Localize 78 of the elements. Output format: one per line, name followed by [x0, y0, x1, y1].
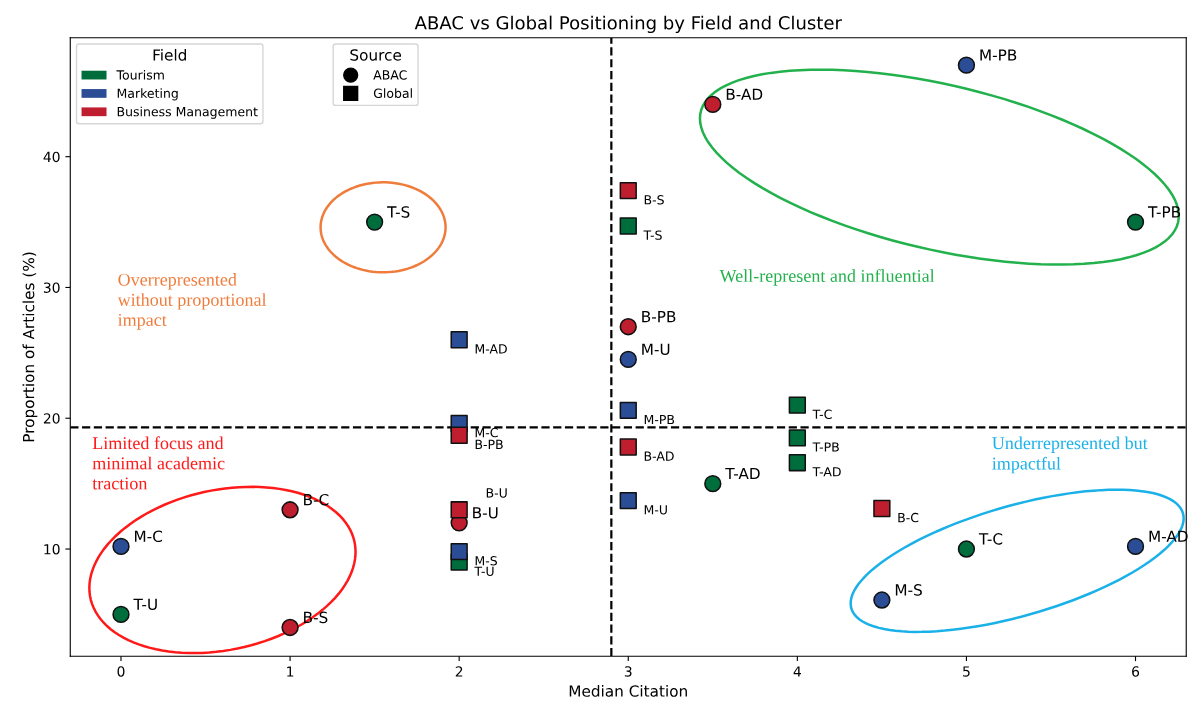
- point: [1126, 213, 1145, 231]
- point: [450, 542, 468, 561]
- point: [450, 331, 468, 349]
- annotation: Source: [350, 49, 402, 61]
- data-label: M-S: [895, 584, 922, 596]
- data-label: B-AD: [726, 88, 763, 100]
- x-tick-label: 2: [455, 666, 463, 677]
- point: [873, 499, 891, 518]
- data-label: B-U: [486, 488, 507, 498]
- x-axis-title: Median Citation: [569, 684, 687, 697]
- annotation: Overrepresented without proportional impact: [117, 273, 267, 330]
- point: [873, 591, 891, 609]
- annotation: ABAC: [373, 70, 407, 80]
- point: [619, 318, 637, 336]
- point: [450, 501, 468, 519]
- legend-label: Business Management: [117, 106, 258, 119]
- point: [788, 454, 807, 472]
- y-tick-label: 30: [43, 282, 60, 293]
- point: [619, 401, 637, 420]
- y-tick-label: 10: [44, 543, 60, 555]
- point: [788, 429, 807, 447]
- point: [365, 213, 384, 231]
- point: [619, 438, 637, 456]
- data-label: M-U: [642, 343, 670, 356]
- point: [112, 537, 130, 556]
- point: [704, 474, 722, 493]
- legend-title: Field: [153, 48, 186, 61]
- point: [619, 350, 637, 369]
- data-label: T-AD: [812, 467, 841, 477]
- y-tick-label: 40: [43, 151, 60, 163]
- point: [1126, 537, 1145, 556]
- point: [619, 182, 637, 200]
- point: [281, 618, 299, 637]
- point: [704, 95, 722, 114]
- data-label: T-S: [643, 230, 662, 240]
- data-label: B-C: [898, 512, 919, 523]
- data-label: M-PB: [644, 414, 675, 425]
- data-label: M-C: [475, 427, 498, 438]
- data-label: T-U: [133, 598, 157, 611]
- data-label: T-C: [978, 533, 1003, 545]
- x-tick-label: 6: [1132, 666, 1140, 677]
- point: [957, 540, 976, 558]
- data-label: T-AD: [725, 467, 760, 480]
- annotation: Global: [373, 88, 412, 98]
- annotation: Limited focus and minimal academic traction: [92, 436, 225, 490]
- data-label: B-U: [473, 507, 498, 519]
- x-tick-label: 1: [287, 666, 294, 677]
- annotation: Underrepresented but impactful: [992, 436, 1148, 474]
- x-tick-label: 0: [117, 666, 125, 677]
- data-label: M-U: [644, 505, 667, 515]
- x-tick-label: 5: [963, 666, 970, 677]
- legend-label: Tourism: [116, 69, 164, 80]
- data-label: M-C: [134, 530, 163, 543]
- point: [619, 217, 637, 235]
- point: [450, 426, 468, 444]
- point: [112, 605, 130, 624]
- data-label: B-PB: [475, 439, 503, 449]
- legend-label: Marketing: [117, 88, 178, 101]
- data-label: B-AD: [644, 451, 674, 461]
- x-tick-label: 4: [793, 666, 801, 677]
- y-tick-label: 20: [43, 413, 60, 424]
- data-label: B-S: [644, 195, 664, 205]
- data-label: T-U: [474, 566, 494, 576]
- y-axis-title: Proportion of Articles (%): [22, 252, 38, 442]
- data-label: M-AD: [475, 344, 507, 354]
- chart-title: ABAC vs Global Positioning by Field and Cluster: [414, 15, 842, 34]
- data-label: T-S: [387, 206, 410, 218]
- data-label: T-PB: [812, 442, 839, 452]
- data-label: M-S: [475, 556, 497, 566]
- data-label: T-C: [812, 409, 832, 420]
- x-tick-label: 3: [624, 666, 632, 677]
- data-label: M-PB: [980, 49, 1017, 61]
- point: [788, 396, 807, 414]
- annotation: Well-represent and influential: [719, 269, 935, 286]
- point: [281, 501, 299, 519]
- point: [619, 491, 637, 510]
- data-label: B-PB: [642, 310, 676, 323]
- point: [957, 56, 976, 74]
